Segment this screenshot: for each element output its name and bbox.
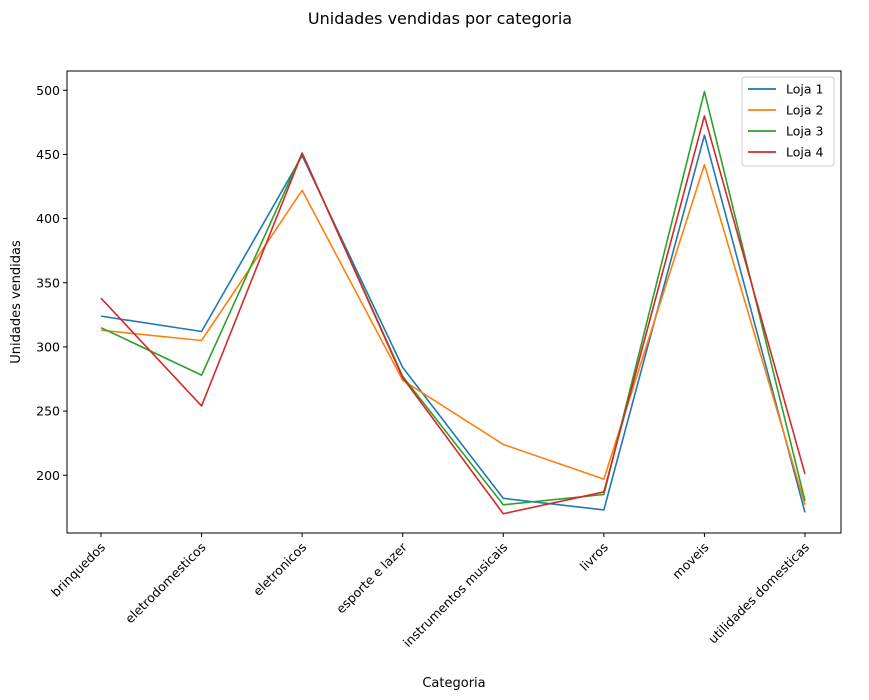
y-axis-label: Unidades vendidas xyxy=(9,240,24,364)
x-tick-label: instrumentos musicais xyxy=(400,540,511,651)
y-tick-label: 300 xyxy=(36,339,60,354)
x-tick-label: brinquedos xyxy=(48,540,108,600)
x-tick-label: utilidades domesticas xyxy=(705,540,812,647)
x-axis-ticks: brinquedos eletrodomesticos eletronicos esp… xyxy=(48,533,812,650)
legend: Loja 1 Loja 2 Loja 3 Loja 4 xyxy=(741,76,835,167)
legend-label-3: Loja 3 xyxy=(786,124,823,139)
y-tick-label: 450 xyxy=(36,147,60,162)
x-tick-label: esporte e lazer xyxy=(333,539,410,616)
y-tick-label: 400 xyxy=(36,211,60,226)
series-line-3 xyxy=(100,90,806,506)
y-tick-label: 350 xyxy=(36,275,60,290)
y-tick-label: 250 xyxy=(36,404,60,419)
legend-label-2: Loja 2 xyxy=(786,103,823,118)
x-tick-label: moveis xyxy=(669,540,711,582)
plot-lines xyxy=(100,90,806,515)
legend-label-4: Loja 4 xyxy=(786,145,823,160)
x-axis-label: Categoria xyxy=(422,676,485,691)
legend-box xyxy=(741,76,835,167)
series-line-4 xyxy=(100,115,806,515)
x-tick-label: eletronicos xyxy=(250,540,309,599)
y-tick-label: 200 xyxy=(36,468,60,483)
series-line-1 xyxy=(100,134,806,513)
chart-title: Unidades vendidas por categoria xyxy=(308,9,572,28)
y-tick-label: 500 xyxy=(36,83,60,98)
x-tick-label: eletrodomesticos xyxy=(122,540,209,627)
series-line-2 xyxy=(100,163,806,505)
y-axis-ticks: 200 250 300 350 400 450 500 xyxy=(36,83,67,483)
x-tick-label: livros xyxy=(577,540,611,574)
plot-frame xyxy=(66,70,842,534)
legend-label-1: Loja 1 xyxy=(786,82,823,97)
